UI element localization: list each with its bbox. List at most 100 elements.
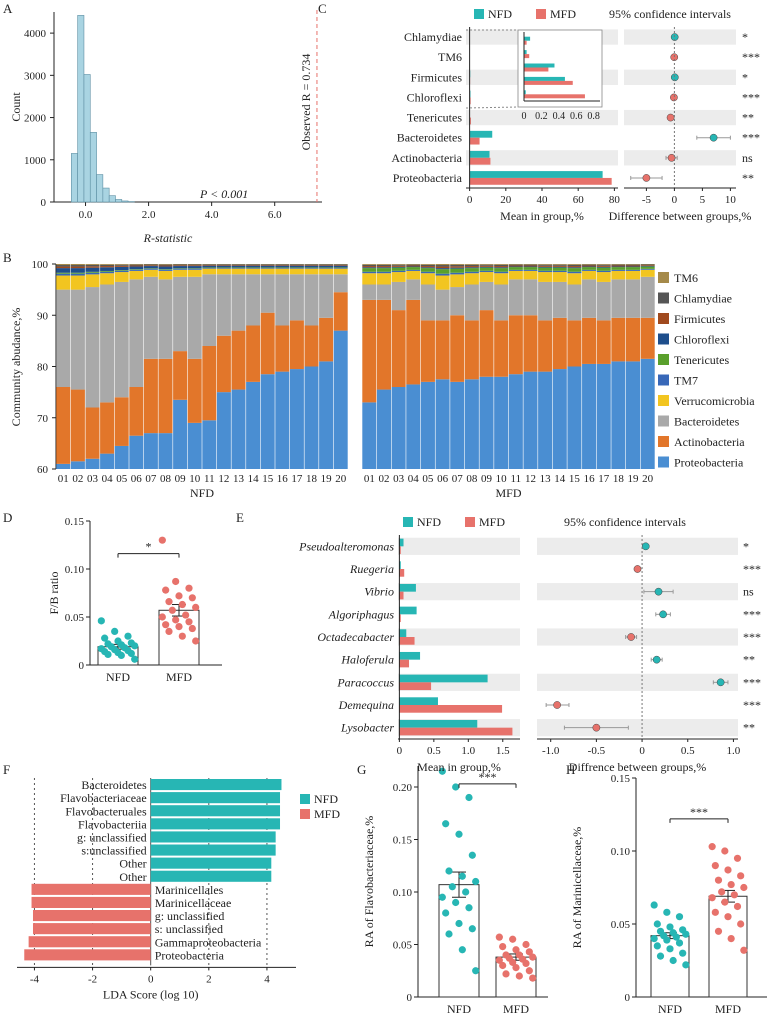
stack-segment-chloroflexi [567,267,582,269]
lda-tick-label: 4 [264,973,270,985]
stack-segment-chloroflexi [582,266,597,268]
tick-label-dot-y: 0.05 [611,919,631,931]
stack-segment-chloroflexi [187,266,202,269]
diff-point [670,93,678,102]
stack-segment-proteobacteria [406,384,421,469]
stack-segment-firmicutes [596,265,611,267]
stack-segment-chlamydiae [304,264,319,266]
stack-segment-chlamydiae [260,264,275,266]
stack-segment-chlamydiae [552,264,567,266]
significance-label: *** [742,90,760,104]
significance-label: ns [742,151,753,165]
stack-segment-verrucomicrobia [187,269,202,277]
data-point-mfd [192,637,200,645]
bar-nfd [399,583,416,592]
inset-tick-label: 0.2 [535,111,548,122]
stack-segment-firmicutes [114,265,129,267]
stack-segment-tenericutes [85,271,100,273]
stack-segment-proteobacteria [640,358,655,469]
stack-segment-tm6 [187,264,202,265]
stack-segment-firmicutes [376,266,391,268]
tick-label-dot-y: 0.15 [65,516,85,528]
bar-mfd [399,546,401,555]
stack-segment-actinobacteria [640,317,655,359]
lda-label: s:unclassified [81,844,146,858]
stack-segment-tm6 [391,264,406,265]
data-point-mfd [529,974,537,982]
category-label: Paracoccus [336,675,394,689]
row-stripe [398,628,520,646]
sample-label: 15 [569,473,581,485]
sample-label: 13 [540,473,552,485]
category-label: Pseudoalteromonas [298,539,394,553]
inset-bar-nfd [524,63,555,68]
stack-segment-actinobacteria [362,299,377,403]
data-point-mfd [512,946,520,954]
data-point-mfd [522,940,530,949]
data-point-mfd [178,600,186,609]
sample-label: 09 [175,473,187,485]
category-label: MFD [503,1002,529,1016]
stack-segment-chlamydiae [494,264,509,267]
stack-segment-tm6 [538,264,553,265]
stack-segment-verrucomicrobia [56,275,71,290]
stack-segment-tm6 [626,264,641,265]
data-point-nfd [656,952,665,960]
sample-label: 11 [204,473,215,485]
tick-label-dot-y: 0.20 [393,782,413,794]
data-point-nfd [468,851,476,859]
sample-label: 17 [291,473,303,485]
tick-label-a-x: 6.0 [268,209,282,221]
stack-segment-bacteroidetes [260,274,275,313]
stack-segment-actinobacteria [70,389,85,462]
data-point-mfd [182,611,190,619]
stack-segment-verrucomicrobia [464,273,479,285]
axis-title-mean: Mean in group,% [417,760,501,774]
stack-segment-actinobacteria [552,317,567,370]
category-label: Algoriphagus [328,607,395,621]
lda-bar-mfd [31,883,151,895]
stack-segment-tm7 [231,267,246,269]
sample-label: 09 [481,473,493,485]
lda-tick-label: -2 [88,973,97,985]
stack-segment-chlamydiae [582,264,597,266]
data-point-nfd [445,930,453,938]
row-stripe [537,719,738,737]
inset-bar-nfd [524,76,565,81]
stack-segment-chloroflexi [640,266,655,267]
stack-segment-proteobacteria [85,458,100,469]
stack-segment-chloroflexi [70,268,85,273]
stack-segment-chlamydiae [56,265,71,267]
data-point-mfd [158,613,166,621]
bar-nfd [399,606,417,615]
stack-segment-proteobacteria [187,422,202,469]
tick-label-dot-y: 0.10 [393,887,413,899]
inset-bar-mfd [524,94,585,99]
stack-segment-proteobacteria [56,463,71,469]
stack-segment-chloroflexi [100,267,115,271]
sample-label: 12 [525,473,536,485]
stack-segment-firmicutes [640,265,655,267]
tick-label-diff: 0 [672,194,678,206]
stack-segment-firmicutes [129,265,144,267]
data-point-mfd [708,843,716,851]
axis-title-a-x: R-statistic [143,231,193,245]
bar-nfd [399,719,478,728]
stack-segment-verrucomicrobia [289,268,304,275]
group-label: NFD [190,486,214,500]
significance-label: * [146,540,152,554]
stack-segment-chloroflexi [202,265,217,268]
tick-label-dot-y: 0.05 [65,612,85,624]
stack-segment-proteobacteria [582,363,597,469]
histogram-bar [89,132,97,203]
data-point-mfd [158,536,166,544]
stack-segment-tenericutes [56,272,71,274]
data-point-mfd [188,624,196,633]
stack-segment-bacteroidetes [626,279,641,318]
panel-label-b: B [3,250,12,265]
data-point-mfd [737,872,745,880]
bar-nfd [399,674,488,683]
category-label: TM6 [438,50,462,64]
stack-segment-verrucomicrobia [158,270,173,280]
